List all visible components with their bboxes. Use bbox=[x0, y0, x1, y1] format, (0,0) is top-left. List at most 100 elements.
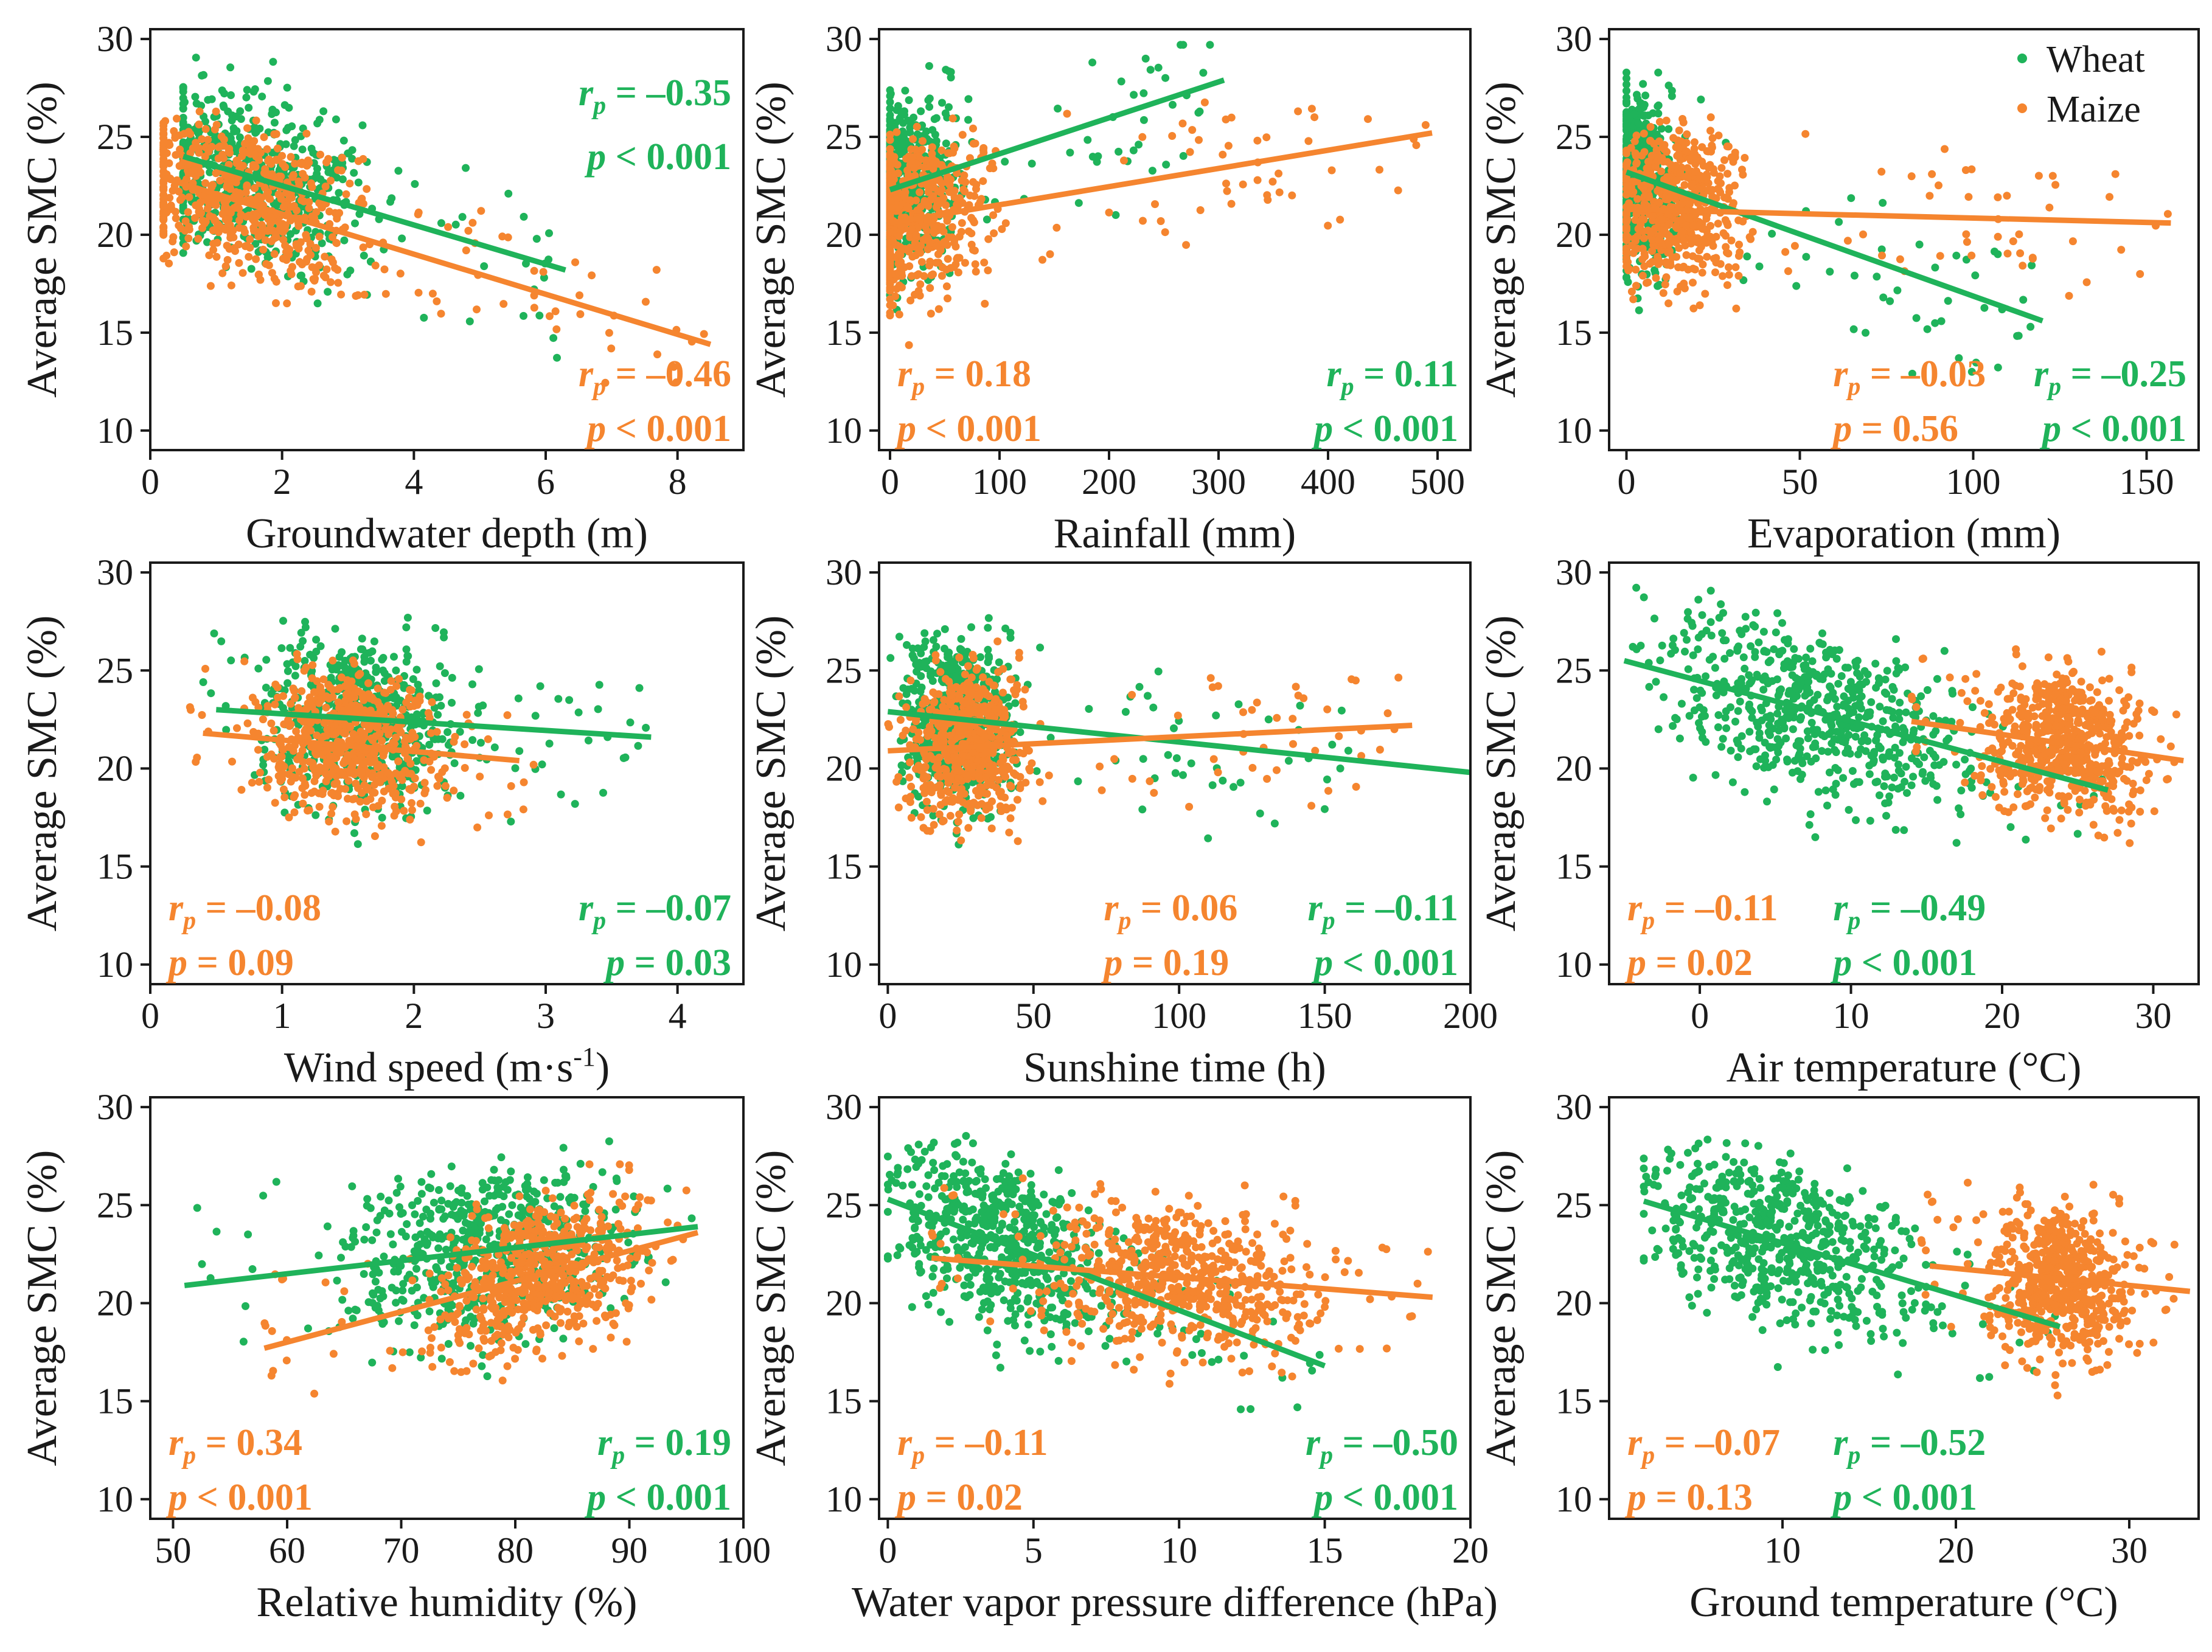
data-point bbox=[428, 698, 436, 706]
data-point bbox=[1622, 254, 1630, 262]
data-point bbox=[1672, 223, 1680, 231]
data-point bbox=[1146, 66, 1155, 74]
data-point bbox=[186, 703, 194, 712]
data-point bbox=[434, 710, 442, 719]
data-point bbox=[1679, 118, 1688, 127]
data-point bbox=[201, 217, 210, 226]
data-point bbox=[284, 123, 292, 132]
data-point bbox=[948, 223, 956, 231]
data-point bbox=[1623, 215, 1632, 224]
data-point bbox=[956, 194, 964, 203]
data-point bbox=[321, 252, 329, 261]
data-point bbox=[1631, 149, 1640, 158]
data-point bbox=[897, 244, 905, 252]
data-point bbox=[223, 241, 231, 250]
data-point bbox=[1196, 206, 1205, 214]
data-point bbox=[273, 693, 282, 702]
data-point bbox=[1693, 238, 1702, 246]
data-point bbox=[305, 198, 313, 206]
data-point bbox=[374, 684, 382, 693]
data-point bbox=[362, 810, 370, 819]
data-point bbox=[375, 771, 384, 779]
data-point bbox=[327, 789, 336, 797]
data-point bbox=[329, 233, 336, 241]
data-point bbox=[284, 716, 293, 724]
data-point bbox=[939, 194, 948, 203]
data-point bbox=[322, 265, 331, 274]
data-point bbox=[191, 92, 200, 101]
data-point bbox=[944, 294, 951, 303]
data-point bbox=[1268, 178, 1277, 186]
data-point bbox=[251, 184, 259, 192]
data-point bbox=[971, 260, 979, 268]
data-point bbox=[218, 269, 227, 277]
data-point bbox=[411, 774, 419, 783]
data-point bbox=[1724, 249, 1733, 258]
data-point bbox=[1661, 280, 1669, 289]
data-point bbox=[212, 169, 220, 178]
data-point bbox=[283, 667, 292, 675]
data-point bbox=[207, 142, 216, 151]
data-point bbox=[1638, 245, 1647, 253]
data-point bbox=[431, 624, 440, 632]
data-point bbox=[353, 840, 362, 849]
data-point bbox=[1723, 170, 1732, 178]
data-point bbox=[938, 272, 946, 280]
data-point bbox=[358, 645, 367, 653]
data-point bbox=[301, 173, 309, 182]
data-point bbox=[381, 290, 390, 298]
data-point bbox=[1734, 271, 1743, 280]
data-point bbox=[372, 664, 380, 672]
data-point bbox=[318, 695, 326, 704]
data-point bbox=[438, 735, 447, 743]
data-point bbox=[367, 734, 376, 743]
data-point bbox=[254, 271, 263, 279]
data-point bbox=[282, 140, 290, 148]
data-point bbox=[1668, 92, 1676, 100]
data-point bbox=[576, 291, 583, 299]
data-point bbox=[1896, 255, 1904, 263]
data-point bbox=[297, 282, 305, 290]
data-point bbox=[1195, 107, 1204, 116]
data-point bbox=[945, 149, 954, 158]
data-point bbox=[235, 133, 244, 142]
data-point bbox=[1640, 181, 1649, 190]
data-point bbox=[368, 773, 377, 782]
data-point bbox=[1747, 235, 1755, 243]
data-point bbox=[1660, 227, 1669, 235]
data-point bbox=[338, 175, 347, 184]
data-point bbox=[344, 794, 352, 803]
data-point bbox=[185, 225, 193, 234]
data-point bbox=[1633, 91, 1641, 99]
data-point bbox=[1120, 156, 1128, 165]
data-point bbox=[1629, 295, 1638, 304]
data-point bbox=[360, 653, 369, 661]
y-tick-label: 20 bbox=[826, 215, 862, 255]
data-point bbox=[1723, 142, 1731, 151]
data-point bbox=[263, 77, 272, 85]
data-point bbox=[538, 760, 546, 769]
data-point bbox=[458, 213, 467, 221]
data-point bbox=[436, 662, 444, 670]
data-point bbox=[909, 135, 917, 144]
data-point bbox=[290, 694, 299, 703]
data-point bbox=[206, 282, 215, 290]
data-point bbox=[428, 290, 437, 298]
data-point bbox=[243, 86, 251, 94]
data-point bbox=[1028, 159, 1036, 168]
data-point bbox=[1083, 136, 1092, 144]
data-point bbox=[315, 116, 324, 124]
data-point bbox=[953, 255, 961, 263]
data-point bbox=[886, 173, 894, 181]
data-point bbox=[237, 786, 246, 794]
y-tick-label: 25 bbox=[1556, 117, 1592, 157]
data-point bbox=[468, 218, 477, 227]
x-tick-label: 400 bbox=[1301, 462, 1355, 502]
data-point bbox=[199, 678, 207, 686]
data-point bbox=[1154, 63, 1163, 72]
data-point bbox=[1735, 240, 1743, 249]
data-point bbox=[1186, 148, 1194, 156]
data-point bbox=[1141, 54, 1150, 63]
data-point bbox=[408, 799, 416, 807]
data-point bbox=[368, 647, 377, 656]
